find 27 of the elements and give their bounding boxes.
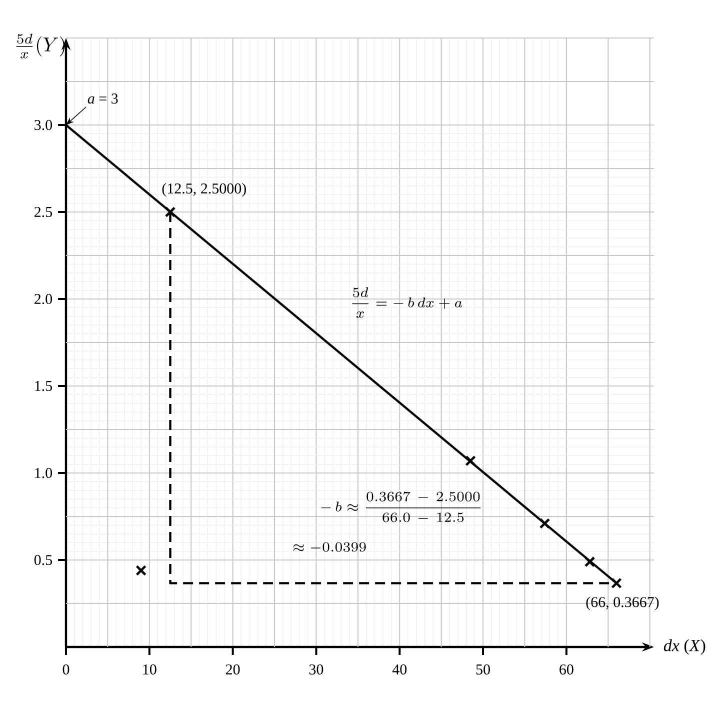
y-tick-label: 0.5 xyxy=(34,554,52,566)
annotation: $\approx -0.0399$ xyxy=(294,542,366,552)
annotation: a = 3 xyxy=(88,94,118,104)
point xyxy=(465,455,476,466)
y-axis-title: $\frac{5d}{x}(Y)$ xyxy=(16,34,65,58)
x-tick-label: 10 xyxy=(143,664,156,675)
x-tick-label: 20 xyxy=(226,664,240,675)
annotation: (12.5, 2.5000) xyxy=(162,182,246,197)
x-tick-label: 30 xyxy=(309,664,324,675)
y-tick-label: 3.0 xyxy=(34,120,52,130)
annotation: $\frac{5d}{x} = -\,b\,dx + a$ xyxy=(352,287,462,318)
x-tick-label: 40 xyxy=(392,664,407,675)
y-tick-label: 2.0 xyxy=(34,294,52,304)
y-tick-label: 2.5 xyxy=(34,206,52,218)
point xyxy=(584,556,596,568)
x-axis-title: dx (X) xyxy=(664,639,706,655)
annotation: (66, 0.3667) xyxy=(586,596,659,610)
y-tick-label: 1.0 xyxy=(35,468,52,478)
point xyxy=(611,578,622,589)
point xyxy=(136,564,147,576)
y-tick-label: 1.5 xyxy=(35,380,52,392)
annotation: $-\,b \approx \frac{0.3667\,-\,2.5000}{66.0\,-\,12.5}$ xyxy=(321,492,480,522)
point xyxy=(164,206,176,218)
x-tick-label: 50 xyxy=(476,664,490,675)
x-tick-label: 60 xyxy=(560,664,574,675)
x-tick-label: 0 xyxy=(62,664,70,675)
point xyxy=(539,518,550,529)
